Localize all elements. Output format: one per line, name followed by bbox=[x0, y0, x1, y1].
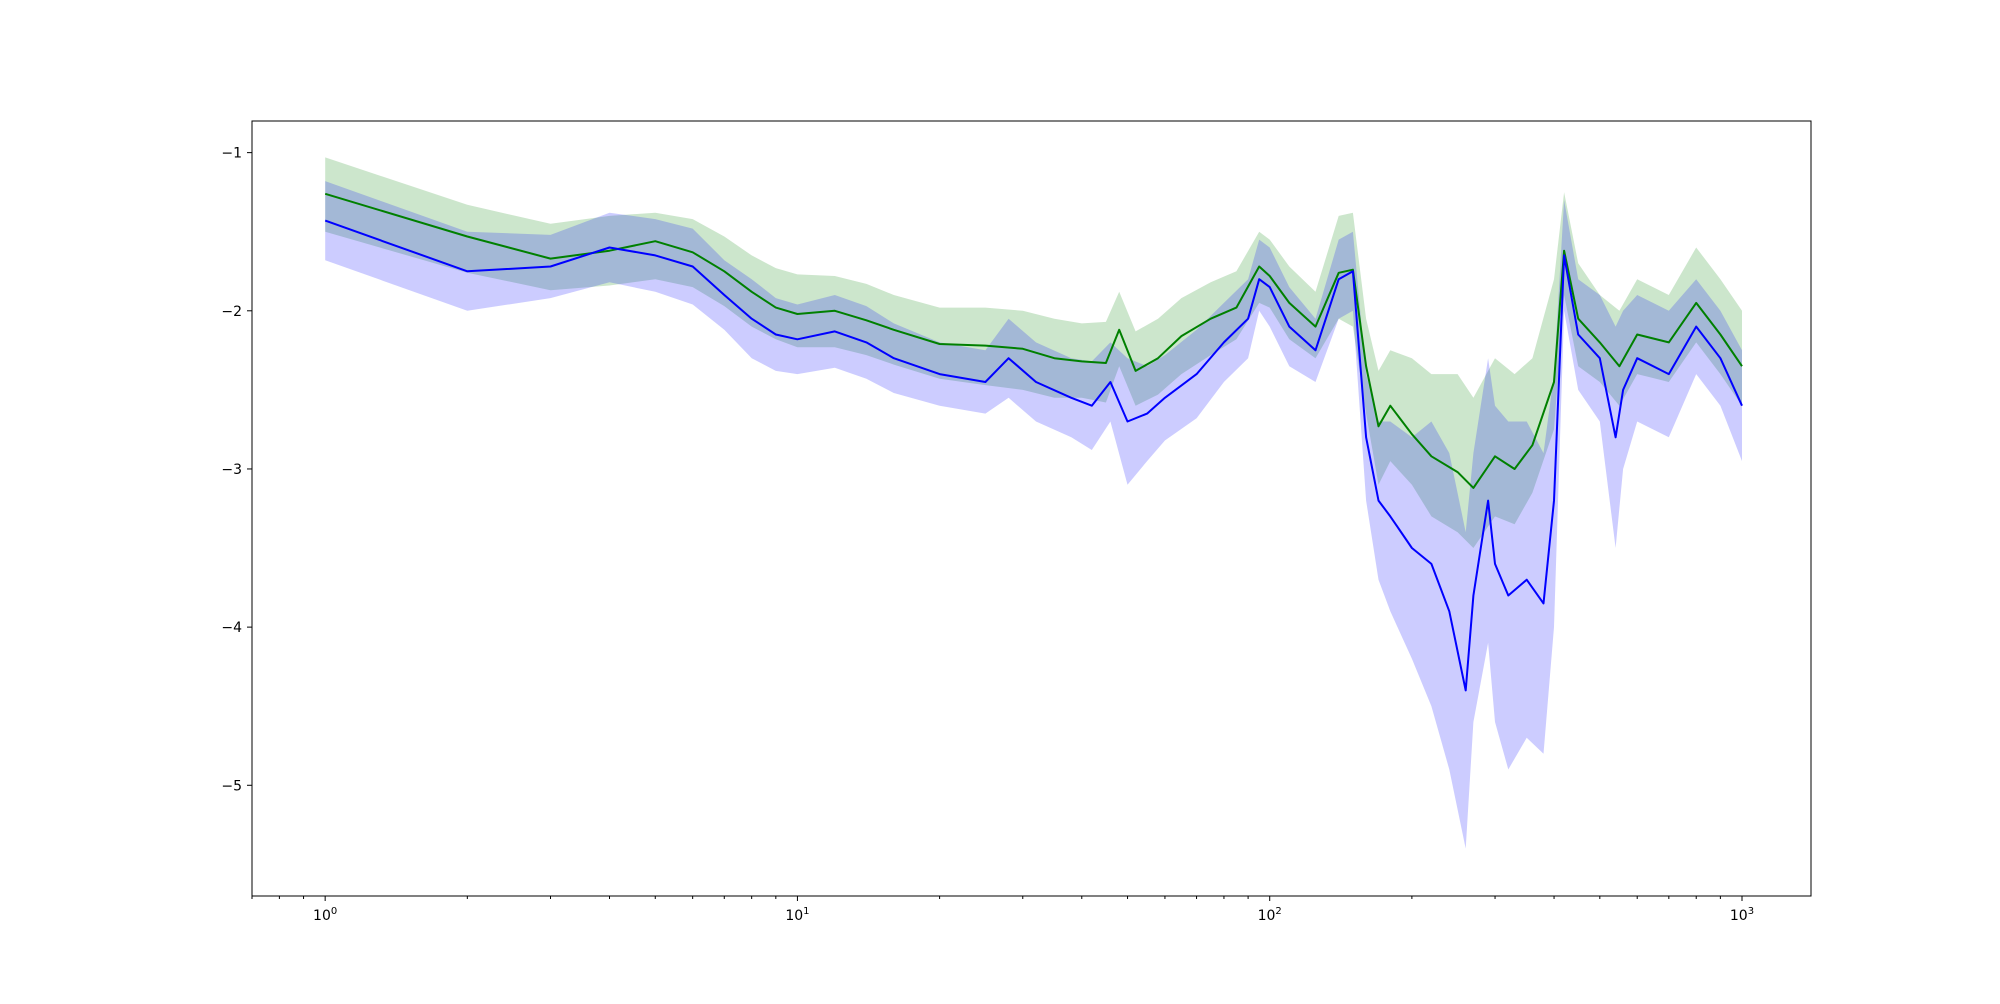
y-tick-label: −4 bbox=[221, 620, 242, 636]
x-tick-label: 103 bbox=[1730, 906, 1754, 924]
series-lines bbox=[324, 192, 1743, 692]
series-1-line bbox=[324, 192, 1743, 489]
x-axis: 100 101 102 103 bbox=[251, 896, 1754, 924]
y-tick-label: −2 bbox=[221, 304, 242, 320]
x-tick-label: 101 bbox=[785, 906, 809, 924]
y-tick-label: −3 bbox=[221, 462, 242, 478]
y-tick-label: −1 bbox=[221, 146, 242, 162]
plot-frame bbox=[251, 120, 1812, 897]
x-tick-label: 102 bbox=[1258, 906, 1282, 924]
y-axis: −1 −2 −3 −4 −5 bbox=[221, 146, 252, 794]
confidence-bands bbox=[325, 157, 1743, 849]
y-tick-label: −5 bbox=[221, 778, 242, 794]
x-tick-label: 100 bbox=[313, 906, 337, 924]
series-2-band bbox=[325, 181, 1743, 849]
series-2-line bbox=[324, 219, 1743, 692]
